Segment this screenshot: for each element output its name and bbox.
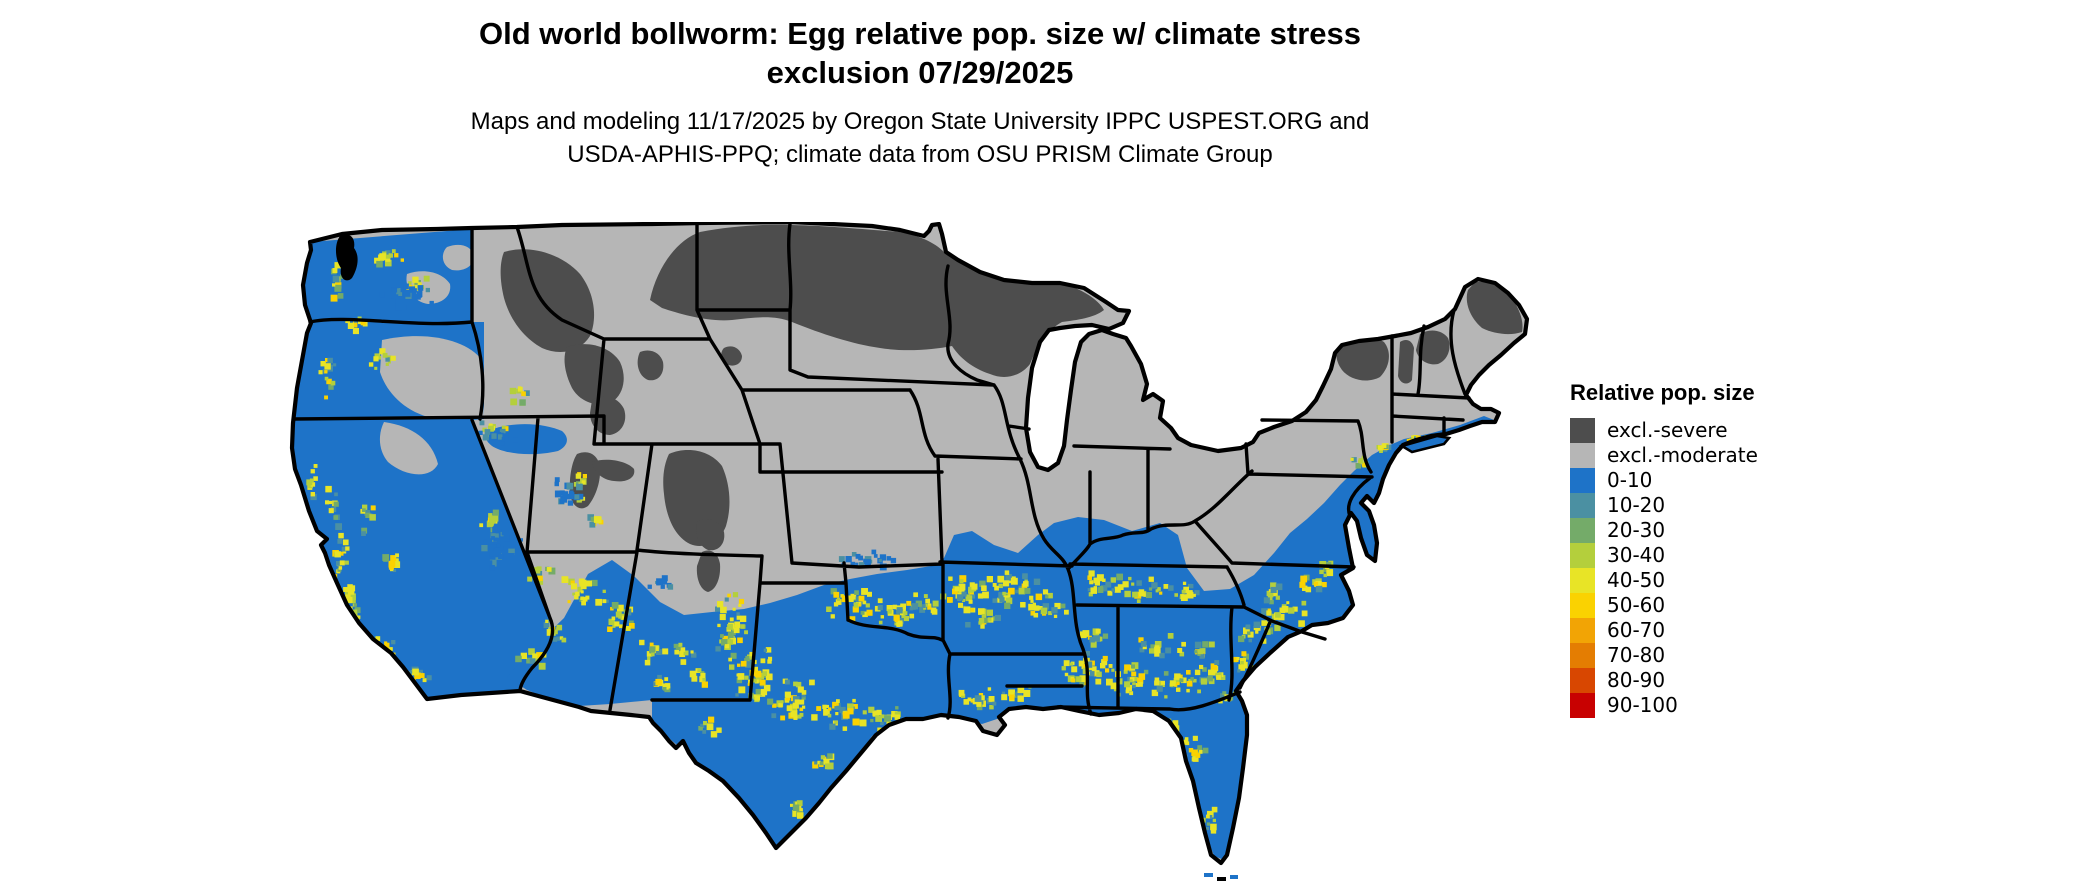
legend-label: 0-10: [1607, 468, 1653, 492]
bitterroot-region: [500, 249, 595, 352]
us-map-svg: [289, 222, 1530, 881]
legend-swatch: [1570, 593, 1595, 618]
bighorn-region: [637, 350, 664, 381]
legend-label: 50-60: [1607, 593, 1666, 617]
legend-swatch: [1570, 543, 1595, 568]
washington-ne-region: [442, 244, 474, 271]
map-legend: Relative pop. size excl.-severe excl.-mod…: [1570, 380, 1758, 718]
oregon-interior-region: [380, 336, 484, 419]
legend-label: 90-100: [1607, 693, 1678, 717]
colorado-rockies-south-region: [696, 519, 725, 551]
legend-swatch: [1570, 443, 1595, 468]
legend-swatch: [1570, 518, 1595, 543]
black-hills-region: [721, 346, 742, 366]
legend-row: 80-90: [1570, 668, 1758, 693]
map-header: Old world bollworm: Egg relative pop. si…: [0, 14, 1840, 171]
legend-rows: excl.-severe excl.-moderate 0-10 10-20 20-30…: [1570, 418, 1758, 718]
legend-label: 40-50: [1607, 568, 1666, 592]
legend-swatch: [1570, 643, 1595, 668]
us-outline: [289, 222, 1530, 866]
legend-row: 70-80: [1570, 643, 1758, 668]
legend-label: 70-80: [1607, 643, 1666, 667]
legend-label: 30-40: [1607, 543, 1666, 567]
map-title-line1: Old world bollworm: Egg relative pop. si…: [479, 16, 1361, 51]
legend-swatch: [1570, 568, 1595, 593]
map-subtitle-line1: Maps and modeling 11/17/2025 by Oregon S…: [470, 108, 1370, 135]
speckle-band-layer: [306, 249, 1432, 834]
uinta-region: [592, 459, 635, 482]
legend-row: 20-30: [1570, 518, 1758, 543]
legend-row: 60-70: [1570, 618, 1758, 643]
legend-row: 30-40: [1570, 543, 1758, 568]
legend-row: excl.-severe: [1570, 418, 1758, 443]
california-ne-region: [379, 422, 438, 475]
legend-label: 10-20: [1607, 493, 1666, 517]
legend-swatch: [1570, 468, 1595, 493]
florida-keys: [1204, 873, 1238, 881]
legend-label: 20-30: [1607, 518, 1666, 542]
yellowstone-region: [564, 344, 624, 405]
legend-swatch: [1570, 418, 1595, 443]
legend-row: 10-20: [1570, 493, 1758, 518]
puget-sound-water: [335, 234, 358, 281]
legend-swatch: [1570, 668, 1595, 693]
northern-band-region: [650, 224, 1104, 377]
legend-label: 80-90: [1607, 668, 1666, 692]
legend-label: excl.-moderate: [1607, 443, 1758, 467]
snake-plain-region: [485, 424, 567, 455]
legend-row: 50-60: [1570, 593, 1758, 618]
legend-label: 60-70: [1607, 618, 1666, 642]
legend-row: 0-10: [1570, 468, 1758, 493]
legend-swatch: [1570, 618, 1595, 643]
legend-row: excl.-moderate: [1570, 443, 1758, 468]
adirondacks-region: [1336, 336, 1389, 381]
green-mountains-region: [1398, 340, 1414, 384]
legend-title: Relative pop. size: [1570, 380, 1755, 405]
long-island: [1398, 434, 1452, 454]
legend-swatch: [1570, 493, 1595, 518]
white-mountains-region: [1416, 330, 1450, 365]
map-subtitle: Maps and modeling 11/17/2025 by Oregon S…: [0, 105, 1840, 171]
legend-swatch: [1570, 693, 1595, 718]
legend-row: 40-50: [1570, 568, 1758, 593]
map-title-line2: exclusion 07/29/2025: [766, 55, 1074, 90]
legend-label: excl.-severe: [1607, 418, 1728, 442]
map-subtitle-line2: USDA-APHIS-PPQ; climate data from OSU PR…: [567, 141, 1273, 168]
state-borders: [292, 222, 1471, 720]
legend-row: 90-100: [1570, 693, 1758, 718]
us-map: [232, 222, 1532, 887]
sangre-de-cristo-region: [696, 550, 721, 592]
southern-region: [507, 416, 1494, 860]
